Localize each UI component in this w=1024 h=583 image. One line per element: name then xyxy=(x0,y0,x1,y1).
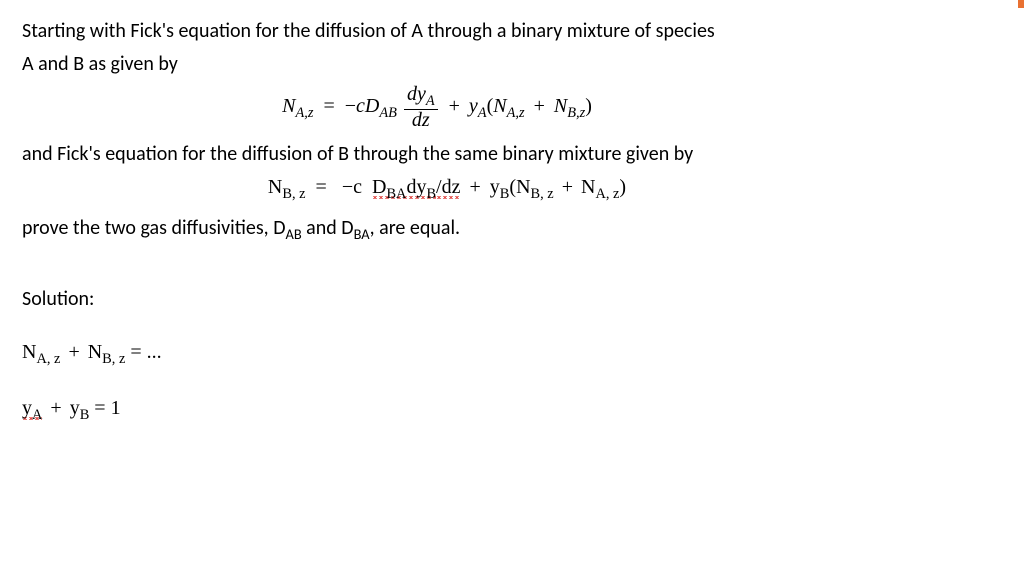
eq-text: NB, z = −c DBAdyB/dz + yB(NB, z + NA, z) xyxy=(268,176,626,198)
paragraph-mid: and Fick's equation for the diffusion of… xyxy=(22,141,1002,168)
paragraph-intro-line2: A and B as given by xyxy=(22,51,1002,78)
paragraph-prove: prove the two gas diffusivities, DAB and… xyxy=(22,215,1002,244)
solution-heading: Solution: xyxy=(22,286,1002,313)
equation-A: NA,z = −cDAB dyA dz + yA(NA,z + NB,z) xyxy=(22,84,1002,131)
equation-sum-N: NA, z + NB, z = ... xyxy=(22,339,1002,369)
paragraph-intro-line1: Starting with Fick's equation for the di… xyxy=(22,18,1002,45)
equation-B: NB, z = −c DBAdyB/dz + yB(NB, z + NA, z) xyxy=(22,174,1002,204)
accent-bar xyxy=(1018,0,1024,8)
eq-text: NA,z = −cDAB dyA dz + yA(NA,z + NB,z) xyxy=(282,95,592,117)
equation-sum-y: yA + yB = 1 xyxy=(22,395,1002,425)
